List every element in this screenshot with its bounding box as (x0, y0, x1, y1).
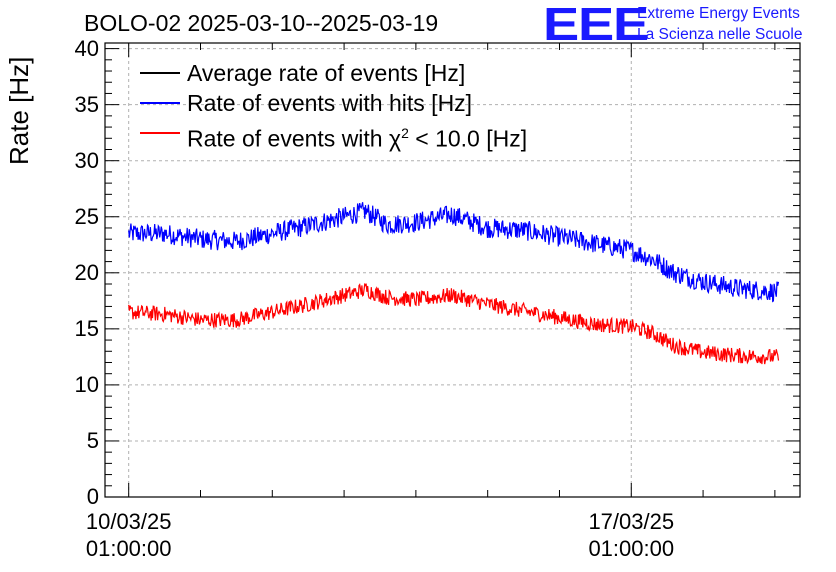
grid-layer (105, 43, 800, 497)
legend-chi2-suffix: < 10.0 [Hz] (408, 125, 528, 152)
y-tick-label: 30 (74, 147, 99, 173)
legend-chi-symbol: χ (389, 125, 402, 152)
legend-label-chi2: Rate of events with χ2 < 10.0 [Hz] (187, 119, 527, 153)
y-tick-label: 15 (74, 315, 99, 341)
legend-label-average: Average rate of events [Hz] (187, 60, 466, 86)
plot-frame (104, 42, 801, 498)
eee-logo-text: Extreme Energy Events La Scienza nelle S… (637, 3, 802, 45)
y-tick-label: 25 (74, 203, 99, 229)
x-tick-date: 10/03/25 (85, 509, 172, 534)
logo-line-2: La Scienza nelle Scuole (637, 26, 803, 43)
y-tick-label: 20 (74, 259, 99, 285)
y-tick-label: 40 (74, 35, 99, 61)
y-tick-label: 5 (86, 427, 99, 453)
legend-chi2-prefix: Rate of events with (187, 125, 389, 152)
eee-logo: EEE (543, 0, 649, 50)
x-tick-label: 10/03/25 01:00:00 (69, 508, 189, 562)
y-axis-label: Rate [Hz] (4, 56, 34, 165)
x-tick-time: 01:00:00 (85, 536, 172, 561)
y-tick-label: 35 (74, 91, 99, 117)
legend-chi-exponent: 2 (401, 125, 409, 141)
x-tick-label: 17/03/25 01:00:00 (571, 508, 691, 562)
legend-swatch-average (140, 72, 180, 74)
x-tick-date: 17/03/25 (588, 509, 675, 534)
legend-label-hits: Rate of events with hits [Hz] (187, 90, 473, 116)
frame-layer (104, 42, 801, 498)
legend-swatch-chi2 (140, 132, 180, 134)
series-layer (128, 202, 780, 365)
y-tick-label: 10 (74, 371, 99, 397)
series-line-chi2 (128, 283, 780, 365)
legend-swatch-hits (140, 102, 180, 104)
x-tick-time: 01:00:00 (588, 536, 675, 561)
chart-title: BOLO-02 2025-03-10--2025-03-19 (84, 10, 439, 36)
logo-line-1: Extreme Energy Events (637, 5, 800, 22)
y-tick-label: 0 (86, 484, 99, 509)
series-line-hits (128, 202, 780, 303)
